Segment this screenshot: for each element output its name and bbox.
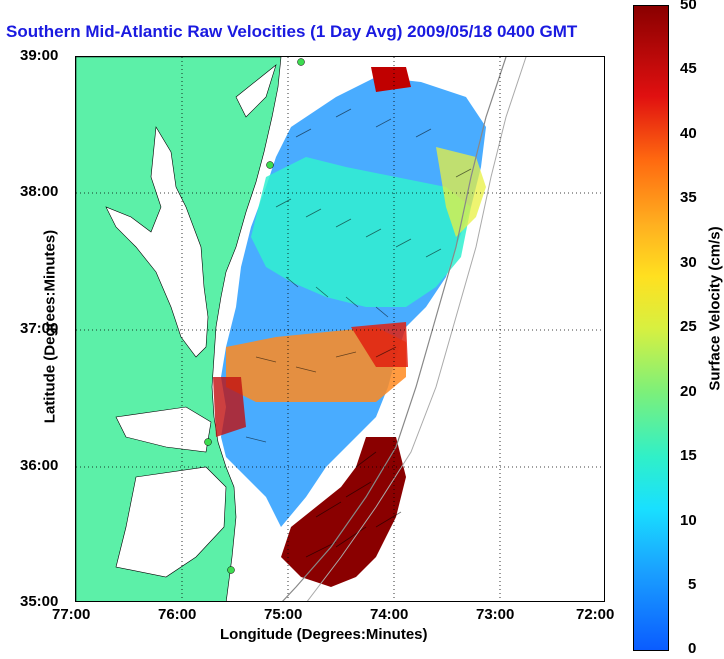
colorbar-tick: 50 <box>680 0 697 13</box>
colorbar-tick: 35 <box>680 189 697 206</box>
colorbar-tick: 40 <box>680 125 697 142</box>
map-frame <box>75 56 605 602</box>
y-axis-label: Latitude (Degrees:Minutes) <box>41 229 59 424</box>
chesapeake-bay <box>105 126 209 358</box>
map-title: Southern Mid-Atlantic Raw Velocities (1 … <box>6 22 578 41</box>
x-tick-label: 73:00 <box>476 606 515 623</box>
pamlico-sound <box>115 466 227 578</box>
velocity-field-orange <box>226 327 406 402</box>
radar-station <box>266 161 274 169</box>
y-tick-label: 38:00 <box>20 183 59 200</box>
isobath <box>306 57 527 601</box>
x-tick-label: 72:00 <box>576 606 615 623</box>
x-tick-label: 77:00 <box>52 606 91 623</box>
colorbar-tick: 25 <box>680 318 697 335</box>
colorbar-tick: 0 <box>688 640 697 657</box>
radar-station <box>297 58 305 66</box>
colorbar-tick: 10 <box>680 512 697 529</box>
velocity-field-cyan <box>251 157 471 307</box>
colorbar-tick: 5 <box>688 576 697 593</box>
y-tick-label: 35:00 <box>20 593 59 610</box>
colorbar-tick: 30 <box>680 254 697 271</box>
colorbar <box>633 5 669 651</box>
colorbar-tick: 15 <box>680 447 697 464</box>
y-tick-label: 36:00 <box>20 457 59 474</box>
x-tick-label: 76:00 <box>158 606 197 623</box>
y-tick-label: 37:00 <box>20 320 59 337</box>
radar-station <box>227 566 235 574</box>
isobath <box>282 57 507 601</box>
radar-station <box>204 438 212 446</box>
y-tick-label: 39:00 <box>20 47 59 64</box>
x-axis-label: Longitude (Degrees:Minutes) <box>220 626 428 643</box>
map-plot <box>76 57 604 601</box>
velocity-field-yellow <box>436 147 486 237</box>
velocity-field-red-west <box>213 377 246 437</box>
albemarle-sound <box>115 406 212 453</box>
delaware-bay <box>235 64 277 118</box>
colorbar-tick: 20 <box>680 383 697 400</box>
velocity-field <box>213 67 486 587</box>
x-tick-label: 74:00 <box>370 606 409 623</box>
colorbar-label: Surface Velocity (cm/s) <box>706 226 724 391</box>
velocity-field-darkred <box>281 437 406 587</box>
gridlines <box>76 57 604 601</box>
x-tick-label: 75:00 <box>264 606 303 623</box>
velocity-vectors <box>245 108 472 558</box>
velocity-field-red-north <box>371 67 411 92</box>
colorbar-tick: 45 <box>680 60 697 77</box>
